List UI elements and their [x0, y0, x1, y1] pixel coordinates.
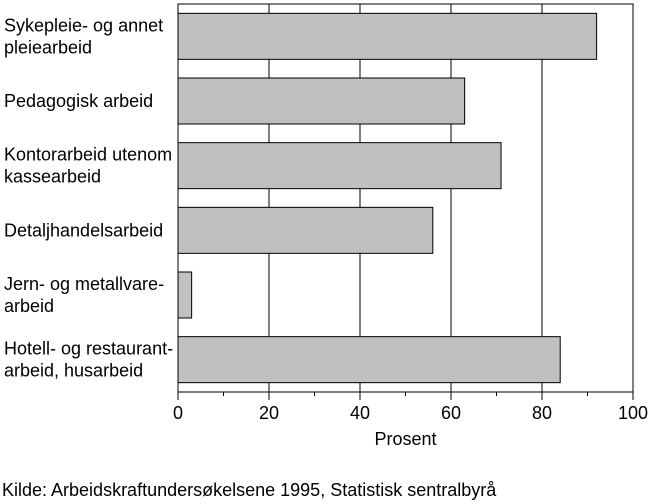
x-tick-label: 40 — [350, 403, 370, 423]
bar — [177, 142, 502, 190]
bars — [177, 12, 598, 384]
plot-frame — [177, 3, 634, 393]
x-tick-label: 20 — [259, 403, 279, 423]
x-axis-title: Prosent — [374, 429, 436, 449]
category-label: Hotell- og restaurant- — [4, 339, 173, 359]
x-axis-ticks — [177, 392, 634, 400]
category-label: arbeid, husarbeid — [4, 361, 143, 381]
category-label: Detaljhandelsarbeid — [4, 220, 163, 240]
category-label: pleiearbeid — [4, 37, 92, 57]
x-axis-tick-labels: 0 20 40 60 80 100 — [173, 403, 648, 423]
source-note: Kilde: Arbeidskraftundersøkelsene 1995, … — [2, 480, 497, 500]
x-tick-label: 100 — [618, 403, 648, 423]
x-tick-label: 80 — [532, 403, 552, 423]
bar — [177, 336, 561, 384]
category-label: Sykepleie- og annet — [4, 15, 163, 35]
category-label: Pedagogisk arbeid — [4, 91, 153, 111]
bar — [177, 271, 193, 319]
category-label: Jern- og metallvare- — [4, 274, 164, 294]
category-label: arbeid — [4, 296, 54, 316]
bar-chart: 0 20 40 60 80 100 Sykepleie- og annetpleiearb… — [4, 3, 648, 449]
x-tick-label: 0 — [173, 403, 183, 423]
grid-lines — [268, 4, 543, 392]
bar — [177, 77, 466, 125]
x-tick-label: 60 — [441, 403, 461, 423]
category-label: kassearbeid — [4, 167, 101, 187]
bar — [177, 206, 434, 254]
category-label: Kontorarbeid utenom — [4, 145, 172, 165]
bar — [177, 12, 598, 60]
